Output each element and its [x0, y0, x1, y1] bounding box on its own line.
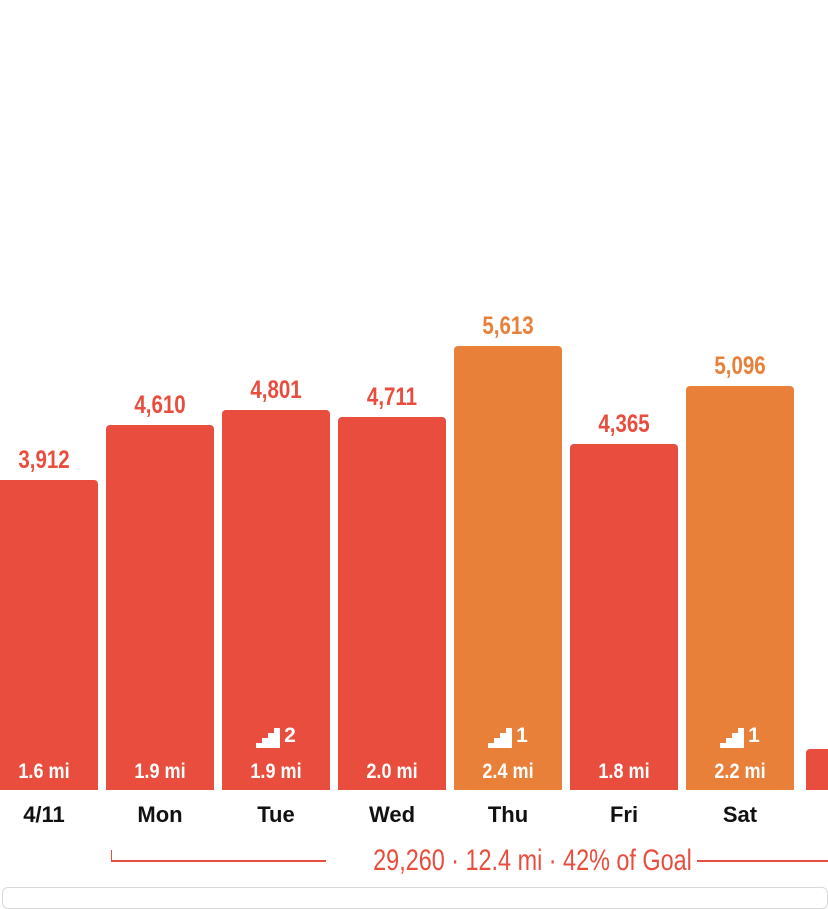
day-label: 4/11	[23, 802, 65, 827]
bar-4/11	[0, 480, 98, 790]
floors-count: 2	[284, 724, 296, 747]
bar-distance-label: 1.8 mi	[598, 760, 650, 783]
bar-value-label: 5,096	[714, 352, 766, 381]
bar-distance-label: 1.9 mi	[250, 760, 302, 783]
bar-distance-label: 1.9 mi	[134, 760, 186, 783]
bar-value-label: 3,912	[18, 446, 70, 475]
bar-value-label: 4,610	[134, 390, 186, 419]
bar-distance-label: 2.0 mi	[366, 760, 418, 783]
floors-climbed: 1	[454, 724, 562, 748]
bar-Tue	[222, 409, 330, 790]
floors-climbed: 1	[686, 724, 794, 748]
floors-count: 1	[516, 724, 528, 747]
bar-Fri	[570, 444, 678, 790]
bar-value-label: 4,801	[250, 375, 302, 404]
bar-Sat	[686, 386, 794, 790]
day-label: Thu	[487, 802, 529, 827]
summary-bracket-line	[111, 860, 326, 862]
bar-Wed	[338, 416, 446, 790]
bar-Thu	[454, 345, 562, 790]
floors-climbed: 2	[222, 724, 330, 748]
next-card-edge	[2, 887, 828, 909]
stairs-icon	[488, 728, 513, 748]
bar-distance-label: 2.2 mi	[714, 760, 766, 783]
stairs-icon	[720, 728, 745, 748]
bar-value-label: 4,711	[366, 382, 418, 411]
day-label: Mon	[137, 802, 183, 827]
bar-next-partial	[806, 749, 828, 790]
weekly-summary: 29,260 · 12.4 mi · 42% of Goal	[373, 844, 692, 877]
bar-distance-label: 1.6 mi	[18, 760, 70, 783]
bar-distance-label: 2.4 mi	[482, 760, 534, 783]
summary-bracket-line-right	[697, 860, 828, 862]
bar-value-label: 5,613	[482, 311, 534, 340]
bar-Mon	[106, 424, 214, 790]
day-label: Sat	[722, 802, 758, 827]
day-label: Wed	[368, 802, 416, 827]
day-label: Tue	[257, 802, 295, 827]
summary-bracket-left	[111, 850, 112, 861]
bar-value-label: 4,365	[598, 410, 650, 439]
day-label: Fri	[609, 802, 639, 827]
stairs-icon	[256, 728, 281, 748]
floors-count: 1	[748, 724, 760, 747]
